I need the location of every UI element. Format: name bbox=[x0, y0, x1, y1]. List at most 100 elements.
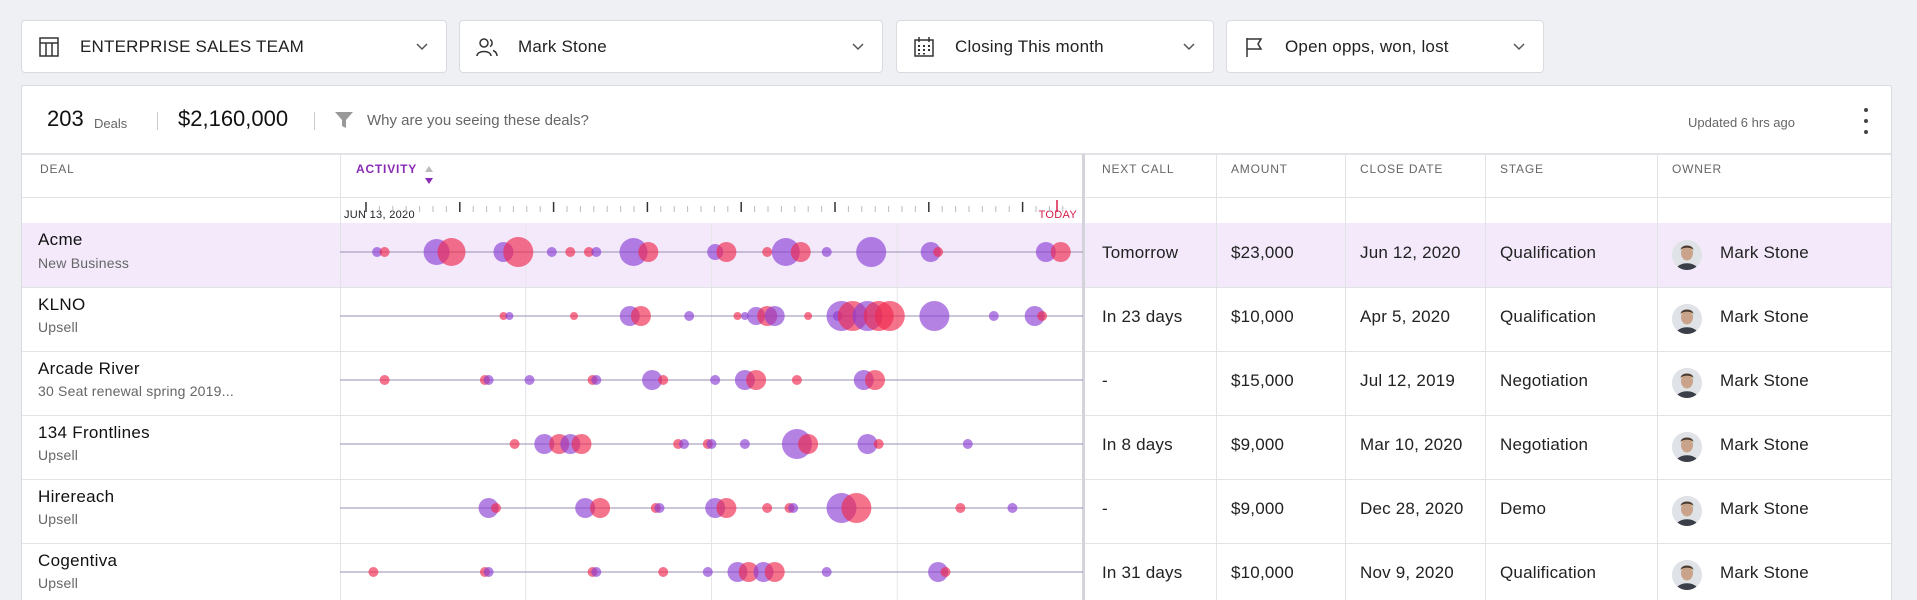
activity-event-call bbox=[483, 567, 494, 577]
avatar bbox=[1672, 496, 1702, 526]
activity-event-email bbox=[503, 237, 534, 267]
activity-event-email bbox=[570, 312, 578, 320]
next-call: In 8 days bbox=[1102, 435, 1173, 454]
col-header-close-date[interactable]: CLOSE DATE bbox=[1360, 162, 1444, 176]
activity-event-call bbox=[856, 237, 887, 267]
activity-event-call bbox=[702, 567, 713, 577]
col-header-next-call[interactable]: NEXT CALL bbox=[1102, 162, 1175, 176]
avatar bbox=[1672, 304, 1702, 334]
deal-name[interactable]: 134 Frontlines bbox=[38, 423, 150, 442]
col-header-amount[interactable]: AMOUNT bbox=[1231, 162, 1288, 176]
timeline-today-label: TODAY bbox=[1038, 209, 1077, 221]
stage: Demo bbox=[1500, 499, 1547, 518]
activity-event-call bbox=[546, 247, 557, 257]
deals-panel: 203 Deals $2,160,000 Why are you seeing … bbox=[21, 85, 1892, 600]
avatar bbox=[1672, 240, 1702, 270]
filter-owner[interactable]: Mark Stone bbox=[459, 20, 883, 73]
table-row[interactable]: Arcade River 30 Seat renewal spring 2019.… bbox=[22, 351, 1891, 415]
activity-event-email bbox=[499, 312, 508, 320]
activity-event-call bbox=[524, 375, 535, 385]
deal-name[interactable]: Cogentiva bbox=[38, 551, 118, 570]
activity-event-email bbox=[491, 503, 501, 513]
row-divider bbox=[22, 351, 1891, 352]
chevron-down-icon bbox=[1511, 39, 1527, 55]
activity-event-email bbox=[874, 301, 905, 331]
amount: $9,000 bbox=[1231, 499, 1285, 518]
filter-close-period[interactable]: Closing This month bbox=[896, 20, 1214, 73]
deal-name[interactable]: Arcade River bbox=[38, 359, 140, 378]
activity-event-email bbox=[590, 498, 611, 518]
activity-event-call bbox=[740, 312, 749, 320]
activity-event-call bbox=[642, 370, 663, 390]
amount: $9,000 bbox=[1231, 435, 1285, 454]
col-header-owner[interactable]: OWNER bbox=[1672, 162, 1722, 176]
activity-event-call bbox=[821, 567, 832, 577]
row-divider bbox=[22, 287, 1891, 288]
activity-event-email bbox=[804, 312, 813, 320]
row-divider bbox=[22, 415, 1891, 416]
activity-event-email bbox=[716, 498, 737, 518]
more-options-icon[interactable] bbox=[1861, 108, 1871, 134]
next-call: - bbox=[1102, 499, 1108, 518]
row-divider bbox=[22, 479, 1891, 480]
activity-event-email bbox=[368, 567, 379, 577]
activity-event-call bbox=[505, 312, 514, 320]
owner-name: Mark Stone bbox=[1720, 243, 1809, 262]
col-header-stage[interactable]: STAGE bbox=[1500, 162, 1544, 176]
flag-icon bbox=[1241, 34, 1267, 60]
close-date: Jun 12, 2020 bbox=[1360, 243, 1461, 262]
deal-name[interactable]: Hirereach bbox=[38, 487, 115, 506]
deal-type: Upsell bbox=[38, 575, 79, 591]
activity-event-call bbox=[372, 247, 383, 257]
col-header-activity[interactable]: ACTIVITY bbox=[356, 162, 418, 176]
next-call: - bbox=[1102, 371, 1108, 390]
next-call: Tomorrow bbox=[1102, 243, 1179, 262]
row-divider bbox=[22, 543, 1891, 544]
column-divider bbox=[340, 154, 341, 600]
table-row[interactable]: Acme New Business Tomorrow $23,000 Jun 12, 2… bbox=[22, 223, 1891, 287]
owner-name: Mark Stone bbox=[1720, 435, 1809, 454]
filter-funnel-icon bbox=[334, 110, 354, 135]
calendar-icon bbox=[911, 34, 937, 60]
stage: Negotiation bbox=[1500, 435, 1589, 454]
stage: Negotiation bbox=[1500, 371, 1589, 390]
activity-event-call bbox=[575, 498, 596, 518]
activity-event-email bbox=[571, 434, 592, 454]
activity-event-call bbox=[684, 311, 695, 321]
deal-type: 30 Seat renewal spring 2019... bbox=[38, 383, 234, 399]
activity-event-call bbox=[591, 567, 602, 577]
deal-count-label: Deals bbox=[94, 116, 128, 131]
activity-event-email bbox=[658, 375, 669, 385]
activity-event-call bbox=[920, 242, 941, 262]
activity-event-email bbox=[379, 247, 390, 257]
table-row[interactable]: Hirereach Upsell - $9,000 Dec 28, 2020 Demo Ma… bbox=[22, 479, 1891, 543]
table-row[interactable]: KLNO Upsell In 23 days $10,000 Apr 5, 2020 Qu… bbox=[22, 287, 1891, 351]
activity-event-email bbox=[798, 434, 819, 454]
activity-event-call bbox=[478, 498, 499, 518]
table-row[interactable]: Cogentiva Upsell In 31 days $10,000 Nov 9, 2… bbox=[22, 543, 1891, 600]
table-row[interactable]: 134 Frontlines Upsell In 8 days $9,000 Mar 1… bbox=[22, 415, 1891, 479]
close-date: Dec 28, 2020 bbox=[1360, 499, 1464, 518]
why-deals-link[interactable]: Why are you seeing these deals? bbox=[367, 112, 589, 129]
deal-type: Upsell bbox=[38, 447, 79, 463]
total-amount: $2,160,000 bbox=[178, 106, 289, 131]
filter-deal-status[interactable]: Open opps, won, lost bbox=[1226, 20, 1544, 73]
filter-team[interactable]: ENTERPRISE SALES TEAM bbox=[21, 20, 447, 73]
summary-bar: 203 Deals $2,160,000 Why are you seeing … bbox=[22, 86, 1891, 154]
deal-type: New Business bbox=[38, 255, 130, 271]
deal-type: Upsell bbox=[38, 319, 79, 335]
deal-name[interactable]: KLNO bbox=[38, 295, 86, 314]
owner-name: Mark Stone bbox=[1720, 499, 1809, 518]
building-icon bbox=[36, 34, 62, 60]
activity-event-email bbox=[738, 562, 759, 582]
activity-event-email bbox=[841, 493, 872, 523]
sort-arrows-icon[interactable] bbox=[424, 164, 434, 186]
activity-event-email bbox=[865, 370, 885, 390]
col-header-deal[interactable]: DEAL bbox=[40, 162, 75, 176]
deal-name[interactable]: Acme bbox=[38, 230, 83, 249]
avatar bbox=[1672, 432, 1702, 462]
activity-event-call bbox=[821, 247, 832, 257]
column-divider bbox=[1345, 154, 1346, 600]
timeline-axis: JUN 13, 2020 TODAY bbox=[340, 197, 1083, 225]
owner-name: Mark Stone bbox=[1720, 371, 1809, 390]
